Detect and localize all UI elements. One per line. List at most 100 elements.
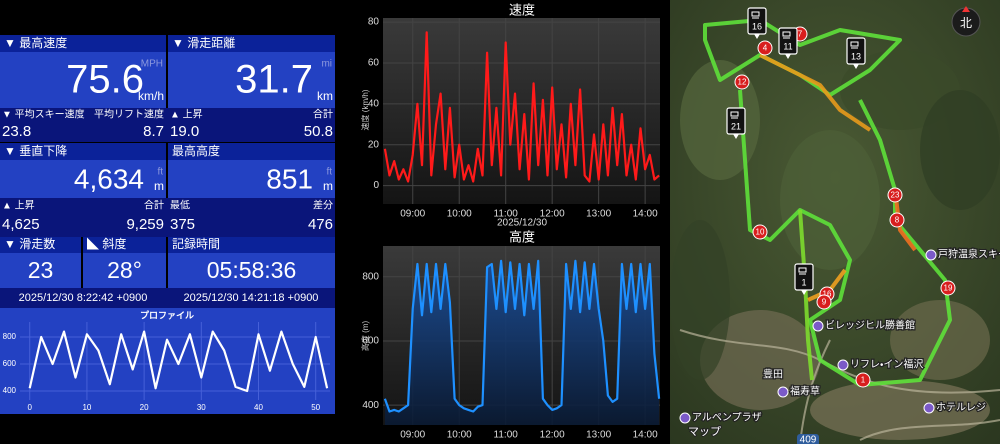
y-tick-label: 400 (362, 400, 379, 411)
lift-pin-tip (754, 34, 760, 39)
y-tick-label: 800 (362, 271, 379, 282)
lift-icon (751, 11, 760, 19)
lift-pin-label: 21 (731, 121, 741, 131)
y-tick-label: 80 (368, 17, 380, 28)
poi-icon (923, 402, 935, 414)
unit-alt: ft (157, 167, 163, 178)
poi-icon (679, 412, 691, 424)
tile-value: 28° (107, 257, 142, 283)
tile-value: 4,634 (74, 163, 144, 194)
terrain (670, 220, 730, 380)
x-tick-label: 14:00 (633, 209, 658, 220)
tile-label: ▼ 滑走数 (4, 236, 55, 251)
run-marker-label: 12 (738, 78, 747, 87)
stat-label: ▲ 上昇 (2, 200, 35, 212)
poi-icon (837, 359, 849, 371)
run-marker (752, 224, 768, 240)
place-label: 戸狩温泉スキー (938, 248, 1000, 261)
tile-value: 05:58:36 (207, 257, 297, 283)
unit: km/h (138, 89, 164, 103)
run-marker-label: 9 (822, 298, 827, 307)
stat-value: 375 (170, 216, 195, 233)
tile-header (168, 35, 335, 52)
lift-pin-tip (785, 54, 791, 59)
data-line (28, 330, 329, 393)
x-tick-label: 09:00 (400, 209, 425, 220)
tile-label: ▼ 滑走距離 (172, 36, 235, 50)
lift-icon (798, 267, 807, 275)
poi-icon (777, 386, 789, 398)
place-label: リフレ・イン福沢 (850, 358, 923, 371)
profile-panel (0, 308, 335, 414)
stat-value: 4,625 (2, 216, 40, 233)
lift-icon (782, 31, 791, 39)
lift-pin-label: 11 (783, 41, 792, 51)
lift-icon (730, 111, 739, 119)
x-tick-label: 12:00 (540, 430, 565, 441)
tile-body (168, 253, 335, 288)
stat-label: ▲ 上昇 (170, 109, 203, 121)
profile-title: プロファイル (140, 309, 194, 320)
stat-label: 最低 (170, 200, 190, 212)
x-tick-label: 40 (254, 403, 263, 412)
stat-value: 476 (308, 216, 333, 233)
tile-label: ▼ 最高速度 (4, 36, 67, 50)
x-axis-date: 2025/12/30 (497, 218, 547, 229)
y-tick-label: 40 (368, 98, 380, 109)
stat-band (0, 198, 335, 237)
place-label: アルペンプラザ (692, 412, 762, 424)
x-tick-label: 11:00 (494, 209, 519, 220)
lift-pin-tip (801, 290, 807, 295)
tile-header (168, 237, 335, 253)
place-label: 豊田 (763, 368, 783, 381)
x-tick-label: 13:00 (586, 430, 611, 441)
run-marker-label: 4 (763, 44, 768, 53)
tile-header (168, 143, 335, 160)
tile-body (0, 253, 81, 288)
x-tick-label: 10:00 (447, 209, 472, 220)
start-time: 2025/12/30 8:22:42 +0900 (19, 292, 148, 304)
stat-value: 23.8 (2, 123, 31, 140)
tile-header (83, 237, 166, 253)
tile-label: ◣ 斜度 (87, 236, 126, 251)
data-line (383, 31, 660, 183)
lift-pin-label: 16 (752, 21, 762, 31)
tile-value: 31.7 (235, 58, 313, 102)
stat-label: 合計 (144, 199, 164, 212)
y-tick-label: 800 (3, 332, 17, 341)
stat-value: 19.0 (170, 123, 199, 140)
tile-body (83, 253, 166, 288)
tile-body (0, 160, 166, 198)
stat-band (0, 288, 335, 308)
map-layer: 471223810169191161113211戸狩温泉スキービレッジヒル勝善館… (670, 6, 1000, 444)
poi-icon (925, 249, 937, 261)
place-label: 409 (800, 435, 817, 444)
poi-icon (812, 320, 824, 332)
y-tick-label: 0 (373, 180, 379, 191)
lift-pin-tip (733, 134, 739, 139)
x-tick-label: 11:00 (494, 430, 519, 441)
run-marker (816, 294, 832, 310)
x-tick-label: 30 (197, 403, 206, 412)
run-marker (887, 187, 903, 203)
road (799, 339, 831, 444)
run-marker-label: 10 (756, 228, 765, 237)
chart-title: 速度 (509, 2, 535, 17)
compass-label: 北 (960, 16, 972, 30)
run-marker-label: 7 (798, 30, 803, 39)
tile-value: 75.6 (66, 58, 144, 102)
x-tick-label: 13:00 (586, 209, 611, 220)
run-marker-label: 19 (944, 284, 953, 293)
x-tick-label: 0 (27, 403, 32, 412)
place-label: 福寿草 (790, 385, 820, 398)
stat-value: 8.7 (143, 123, 164, 140)
y-tick-label: 20 (368, 139, 380, 150)
tile-label: 最高高度 (172, 144, 220, 158)
terrain (780, 130, 880, 270)
x-tick-label: 14:00 (633, 430, 658, 441)
unit-alt: MPH (141, 59, 163, 70)
terrain (700, 310, 820, 410)
end-time: 2025/12/30 14:21:18 +0900 (184, 292, 319, 304)
axis-label: 速度 (km/h) (360, 89, 370, 130)
